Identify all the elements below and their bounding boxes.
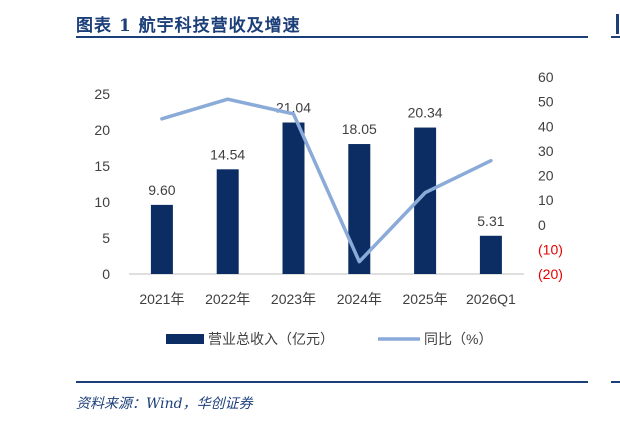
left-tick-label: 25 [94,86,110,102]
figure-title: 图表 1 航宇科技营收及增速 [76,16,301,36]
revenue-bar [282,122,305,275]
category-label: 2021年 [139,291,184,307]
bar-data-label: 9.60 [148,182,175,198]
source-note: 资料来源：Wind，华创证券 [76,396,253,412]
category-label: 2022年 [205,291,250,307]
bar-data-label: 5.31 [477,213,504,229]
right-tick-label: 50 [538,94,554,110]
category-label: 2026Q1 [466,291,516,307]
category-label: 2024年 [337,291,382,307]
right-tick-label: 40 [538,118,554,134]
growth-line [160,97,493,264]
revenue-bars [150,122,502,275]
revenue-bar [216,169,239,274]
left-tick-label: 15 [94,158,110,174]
revenue-bar [479,235,502,274]
revenue-bar [150,204,173,274]
legend-line-label: 同比（%） [424,331,492,347]
revenue-bar [414,127,437,274]
title-rule [76,36,588,38]
right-tick-label: 60 [538,69,554,85]
right-tick-label: (20) [538,266,563,282]
right-tick-label: 20 [538,168,554,184]
next-panel-rule-bottom [611,381,620,383]
next-panel-edge [616,14,619,34]
right-tick-label: 30 [538,143,554,159]
category-labels: 2021年 2022年 2023年 2024年 2025年 2026Q1 [139,291,516,307]
category-label: 2023年 [271,291,316,307]
legend-bar-label: 营业总收入（亿元） [208,331,334,347]
source-rule [76,381,588,383]
legend-bar-swatch [166,334,204,344]
bar-data-label: 14.54 [210,146,245,162]
bar-data-label: 20.34 [408,105,443,121]
left-tick-label: 20 [94,122,110,138]
left-axis-ticks: 0 5 10 15 20 25 [94,86,110,282]
left-tick-label: 0 [102,266,110,282]
left-tick-label: 10 [94,194,110,210]
right-tick-label: 10 [538,192,554,208]
right-tick-label: 0 [538,217,546,233]
left-tick-label: 5 [102,230,110,246]
bar-data-label: 18.05 [342,121,377,137]
revenue-bar [348,144,371,274]
legend: 营业总收入（亿元） 同比（%） [166,331,492,347]
right-axis-ticks: (20) (10) 0 10 20 30 40 50 60 [538,69,563,282]
next-panel-rule-top [611,36,620,38]
category-label: 2025年 [403,291,448,307]
right-tick-label: (10) [538,241,563,257]
